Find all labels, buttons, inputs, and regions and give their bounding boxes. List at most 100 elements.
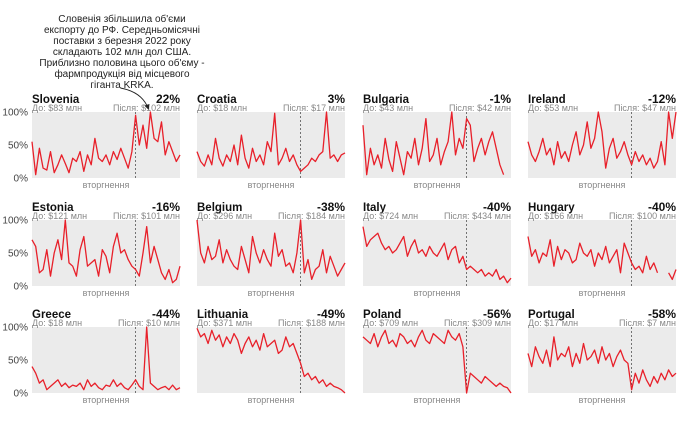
change-percent: -58% <box>648 307 676 321</box>
country-name: Italy <box>363 202 387 214</box>
after-value: Після: $100 млн <box>609 211 676 221</box>
panel-hungary: Hungary -40% До: $166 млн Після: $100 млн вт… <box>527 200 677 298</box>
y-tick-label: 0% <box>14 174 29 185</box>
before-value: До: $166 млн <box>528 211 583 221</box>
panel-croatia: Croatia 3% До: $18 млн Після: $17 млн вторгн… <box>196 92 346 190</box>
change-percent: -40% <box>648 200 676 214</box>
after-value: Після: $188 млн <box>278 318 345 328</box>
panel-background <box>528 112 676 178</box>
change-percent: 22% <box>156 92 180 106</box>
panel-italy: Italy -40% До: $724 млн Після: $434 млн втор… <box>362 200 512 298</box>
before-value: До: $121 млн <box>32 211 87 221</box>
country-name: Poland <box>363 309 401 321</box>
annotation-line: поставки з березня 2022 року <box>53 36 191 47</box>
panel-lithuania: Lithuania -49% До: $371 млн Після: $188 млн… <box>196 307 346 405</box>
before-value: До: $18 млн <box>32 318 82 328</box>
panel-portugal: Portugal -58% До: $17 млн Після: $7 млн втор… <box>527 307 677 405</box>
series-line <box>31 326 181 391</box>
change-percent: -49% <box>317 307 345 321</box>
y-tick-label: 0% <box>14 389 29 400</box>
series-line <box>362 226 512 284</box>
series-line <box>31 111 181 176</box>
country-name: Estonia <box>32 202 74 214</box>
series-line <box>196 328 346 394</box>
y-tick-label: 50% <box>8 249 28 260</box>
before-value: До: $17 млн <box>528 318 578 328</box>
panel-background <box>32 327 180 393</box>
country-name: Croatia <box>197 94 237 106</box>
y-tick-label: 100% <box>2 323 28 334</box>
invasion-label: вторгнення <box>414 395 461 405</box>
change-percent: -38% <box>317 200 345 214</box>
panel-background <box>528 327 676 393</box>
after-value: Після: $47 млн <box>614 103 676 113</box>
after-value: Після: $10 млн <box>118 318 180 328</box>
series-line <box>527 236 677 281</box>
annotation-line: Приблизно половина цього об'єму - <box>39 58 205 69</box>
y-tick-label: 50% <box>8 356 28 367</box>
after-value: Після: $309 млн <box>444 318 511 328</box>
change-percent: -12% <box>648 92 676 106</box>
after-value: Після: $434 млн <box>444 211 511 221</box>
panel-belgium: Belgium -38% До: $296 млн Після: $184 млн вт… <box>196 200 346 298</box>
invasion-label: вторгнення <box>579 180 626 190</box>
country-name: Hungary <box>528 202 575 214</box>
y-tick-label: 100% <box>2 108 28 119</box>
invasion-label: вторгнення <box>248 395 295 405</box>
annotation-line: гіганта KRKA. <box>90 80 154 91</box>
series-line <box>196 111 346 173</box>
country-name: Portugal <box>528 309 575 321</box>
invasion-label: вторгнення <box>248 288 295 298</box>
panel-background <box>528 220 676 286</box>
panel-greece: 0% 50% 100% Greece -44% До: $18 млн Після: $10… <box>2 307 180 405</box>
annotation-line: Словенія збільшила об'єми <box>58 14 186 25</box>
change-percent: -56% <box>483 307 511 321</box>
invasion-label: вторгнення <box>414 288 461 298</box>
before-value: До: $43 млн <box>363 103 413 113</box>
panel-estonia: 0% 50% 100% Estonia -16% До: $121 млн Після: $… <box>2 200 181 298</box>
before-value: До: $709 млн <box>363 318 418 328</box>
series-line <box>527 336 677 391</box>
change-percent: -44% <box>152 307 180 321</box>
invasion-label: вторгнення <box>248 180 295 190</box>
annotation: Словенія збільшила об'єми експорту до РФ… <box>22 14 222 91</box>
invasion-label: вторгнення <box>579 395 626 405</box>
country-name: Belgium <box>197 202 242 214</box>
change-percent: -16% <box>152 200 180 214</box>
annotation-line: експорту до РФ. Середньомісячні <box>43 25 200 36</box>
series-line <box>31 219 181 284</box>
invasion-label: вторгнення <box>414 180 461 190</box>
series-line <box>527 111 677 169</box>
country-name: Ireland <box>528 94 566 106</box>
invasion-label: вторгнення <box>83 395 130 405</box>
before-value: До: $18 млн <box>197 103 247 113</box>
change-percent: -1% <box>490 92 512 106</box>
country-name: Greece <box>32 309 71 321</box>
series-line <box>196 219 346 281</box>
after-value: Після: $101 млн <box>113 211 180 221</box>
panel-poland: Poland -56% До: $709 млн Після: $309 млн вто… <box>362 307 512 405</box>
after-value: Після: $17 млн <box>283 103 345 113</box>
country-name: Slovenia <box>32 94 80 106</box>
panel-ireland: Ireland -12% До: $53 млн Після: $47 млн втор… <box>527 92 677 190</box>
invasion-label: вторгнення <box>579 288 626 298</box>
annotation-arrow <box>120 87 150 110</box>
panel-background <box>363 220 511 286</box>
change-percent: -40% <box>483 200 511 214</box>
y-tick-label: 100% <box>2 216 28 227</box>
before-value: До: $83 млн <box>32 103 82 113</box>
y-tick-label: 50% <box>8 141 28 152</box>
before-value: До: $53 млн <box>528 103 578 113</box>
before-value: До: $371 млн <box>197 318 252 328</box>
country-name: Lithuania <box>197 309 249 321</box>
before-value: До: $724 млн <box>363 211 418 221</box>
panel-slovenia: 0%50%100%Slovenia 22%До: $83 млн Після: $1… <box>2 92 181 190</box>
annotation-line: фармпродукція від місцевого <box>54 69 190 80</box>
change-percent: 3% <box>328 92 346 106</box>
annotation-line: складають 102 млн дол США. <box>52 47 192 58</box>
panel-bulgaria: Bulgaria -1% До: $43 млн Після: $42 млн втор… <box>363 92 511 190</box>
after-value: Після: $42 млн <box>449 103 511 113</box>
panel-background <box>363 112 511 178</box>
country-name: Bulgaria <box>363 94 410 106</box>
